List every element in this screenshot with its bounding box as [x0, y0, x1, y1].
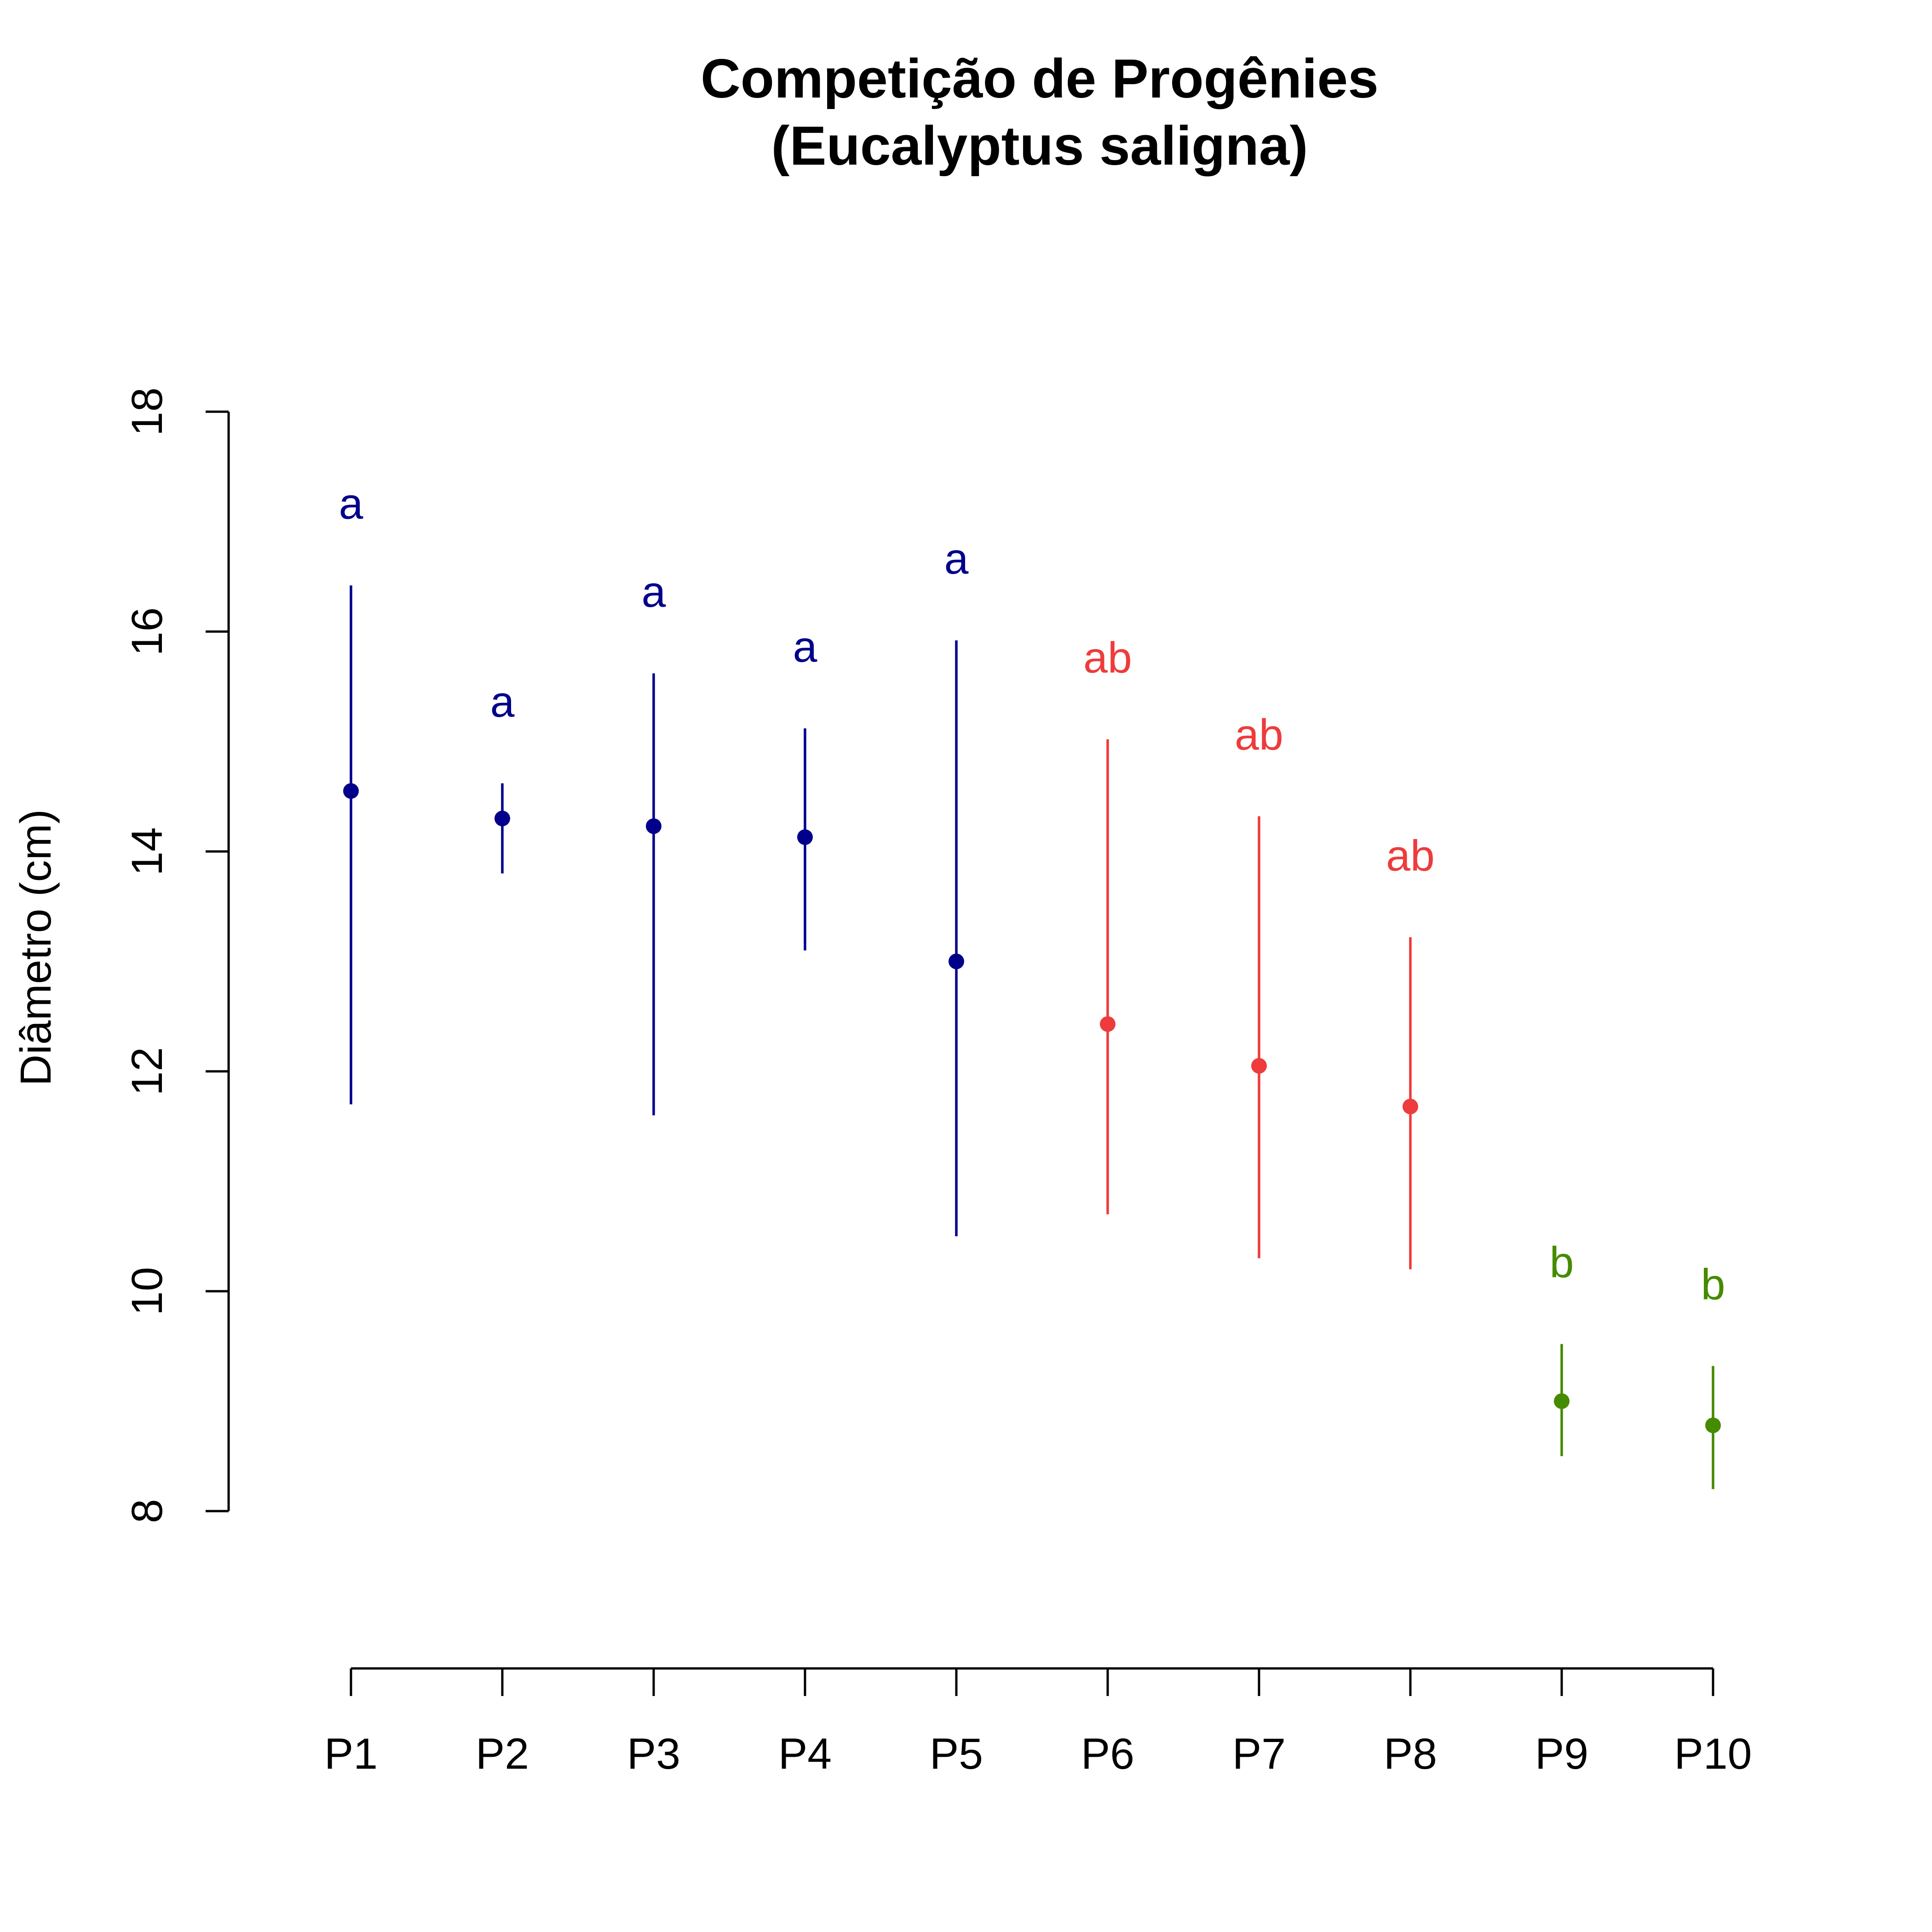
- group-letter-label: ab: [1235, 711, 1283, 759]
- group-letter-label: a: [339, 480, 363, 529]
- data-marks: a a a a a ab ab ab b b: [339, 480, 1725, 1489]
- y-tick-label: 12: [123, 1047, 172, 1096]
- group-letter-label: a: [642, 568, 666, 616]
- mean-point: [1554, 1393, 1570, 1409]
- mean-point: [1251, 1058, 1267, 1074]
- x-axis: P1 P2 P3 P4 P5 P6 P7 P8 P9 P10: [324, 1667, 1752, 1778]
- group-letter-label: a: [793, 622, 817, 671]
- group-letter-label: ab: [1386, 831, 1435, 880]
- mean-point: [343, 783, 359, 799]
- x-tick-label: P6: [1081, 1730, 1134, 1778]
- mean-point: [1403, 1098, 1418, 1115]
- y-tick-label: 10: [123, 1267, 172, 1316]
- chart-title-line-1: Competição de Progênies: [701, 48, 1379, 109]
- y-tick-label: 8: [123, 1499, 172, 1524]
- x-tick-label: P1: [324, 1730, 378, 1778]
- mean-point: [494, 811, 510, 827]
- group-letter-label: ab: [1083, 633, 1132, 682]
- x-tick-label: P7: [1232, 1730, 1286, 1778]
- x-tick-label: P3: [627, 1730, 680, 1778]
- group-letter-label: a: [944, 535, 969, 583]
- y-tick-label: 18: [123, 387, 172, 436]
- x-tick-label: P8: [1384, 1730, 1437, 1778]
- mean-point: [949, 954, 964, 969]
- chart-title-line-2: (Eucalyptus saligna): [771, 115, 1308, 177]
- mean-point: [646, 818, 661, 834]
- y-tick-label: 16: [123, 607, 172, 656]
- x-tick-label: P10: [1674, 1730, 1752, 1778]
- mean-point: [1100, 1016, 1116, 1032]
- group-letter-label: b: [1701, 1260, 1725, 1309]
- y-axis-label: Diâmetro (cm): [12, 809, 60, 1086]
- x-tick-label: P2: [476, 1730, 529, 1778]
- y-tick-label: 14: [123, 827, 172, 876]
- group-letter-label: a: [490, 678, 515, 726]
- mean-point: [1705, 1417, 1721, 1433]
- x-tick-label: P5: [930, 1730, 983, 1778]
- mean-point: [797, 829, 813, 845]
- x-tick-label: P4: [778, 1730, 832, 1778]
- group-letter-label: b: [1550, 1238, 1574, 1287]
- x-tick-label: P9: [1535, 1730, 1588, 1778]
- y-axis: 8 10 12 14 16 18: [123, 387, 230, 1524]
